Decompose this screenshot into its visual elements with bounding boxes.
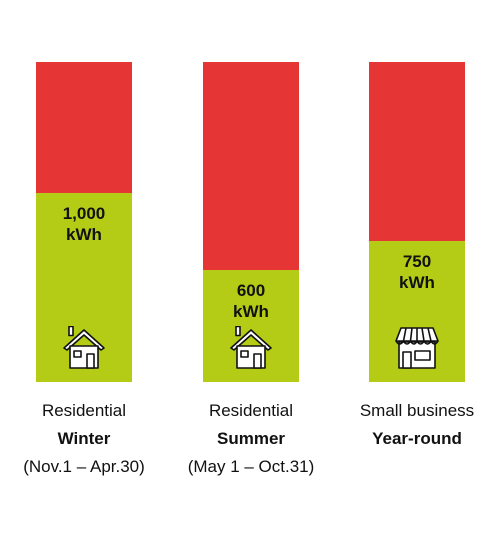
bar-remaining-1 xyxy=(203,62,299,270)
bar-remaining-2 xyxy=(369,62,465,241)
data-label-2: 750 kWh xyxy=(399,252,435,292)
data-label-0: 1,000 kWh xyxy=(62,204,106,244)
house-icon xyxy=(62,325,106,370)
data-label-1: 600 kWh xyxy=(233,281,269,321)
bar-remaining-0 xyxy=(36,62,132,193)
category-label-2: Small business Year-round xyxy=(359,401,475,448)
category-label-0: Residential Winter (Nov.1 – Apr.30) xyxy=(23,401,145,476)
shop-icon xyxy=(395,326,439,370)
category-label-1: Residential Summer (May 1 – Oct.31) xyxy=(187,401,315,476)
house-icon xyxy=(229,325,273,370)
